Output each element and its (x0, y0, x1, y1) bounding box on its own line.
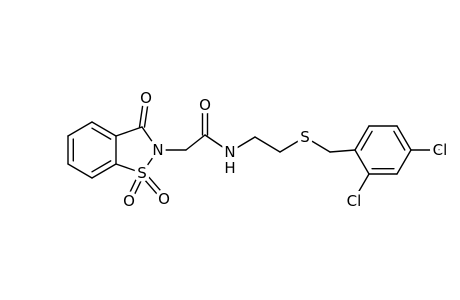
atom-label: H (224, 159, 235, 177)
bonds (67, 99, 440, 200)
atom-label: Cl (347, 192, 362, 210)
atom-label: N (224, 143, 235, 161)
atom-label: S (300, 128, 310, 146)
atom-label: O (123, 192, 135, 210)
atom-label: Cl (433, 141, 448, 159)
atom-label: O (140, 89, 152, 107)
atom-label: N (152, 141, 163, 159)
atom-label: O (158, 190, 170, 208)
atom-labels: O S O O N O N H S Cl Cl (120, 86, 451, 214)
atom-label: S (137, 164, 147, 182)
atom-label: O (199, 96, 211, 114)
